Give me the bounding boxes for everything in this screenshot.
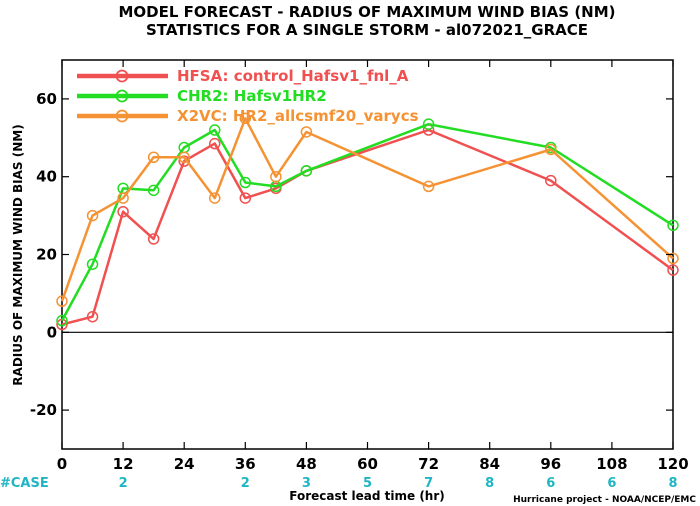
case-count: 8	[485, 476, 494, 491]
data-point	[300, 126, 313, 138]
chart-subtitle: STATISTICS FOR A SINGLE STORM - al072021…	[146, 21, 588, 39]
x-tick-label: 72	[418, 455, 439, 473]
case-count: 2	[241, 476, 250, 491]
series-2	[56, 112, 679, 307]
x-tick-label: 120	[657, 455, 688, 473]
legend-swatch-marker	[115, 69, 129, 83]
data-point	[147, 233, 160, 245]
case-count: 7	[424, 476, 433, 491]
case-count: 5	[363, 476, 372, 491]
data-point	[147, 184, 160, 197]
series-0	[56, 124, 679, 331]
data-point	[209, 137, 221, 150]
series-line	[60, 122, 674, 322]
x-tick-label: 36	[235, 455, 256, 473]
data-point	[56, 314, 68, 327]
data-point	[239, 176, 252, 189]
data-point	[239, 192, 252, 204]
data-point	[300, 165, 313, 177]
case-count: 2	[119, 476, 128, 491]
data-point	[209, 192, 221, 204]
credit-text: Hurricane project - NOAA/NCEP/EMC	[513, 495, 696, 505]
series-line	[61, 128, 674, 326]
legend-swatch-marker	[115, 89, 129, 103]
y-tick-label: 40	[36, 168, 57, 186]
data-point	[545, 143, 557, 156]
data-point	[209, 124, 221, 136]
data-point	[270, 170, 282, 183]
data-point	[56, 295, 68, 307]
legend: HFSA: control_Hafsv1_fnl_A CHR2: Hafsv1HR…	[77, 67, 419, 125]
x-axis-label: Forecast lead time (hr)	[289, 489, 445, 503]
case-row-label: #CASE	[0, 476, 49, 491]
x-tick-label: 108	[596, 455, 627, 473]
data-point	[117, 205, 129, 218]
data-point	[545, 174, 557, 187]
x-tick-label: 24	[174, 455, 195, 473]
data-point	[86, 310, 99, 323]
case-count: 6	[546, 476, 555, 491]
data-point	[86, 258, 99, 270]
case-counts: #CASE 2 2 3 5 7 8 6 6 8	[0, 476, 678, 491]
legend-item: HFSA: control_Hafsv1_fnl_A	[77, 67, 409, 85]
data-point	[422, 180, 435, 193]
y-axis-ticks: -20 0 20 40 60	[30, 90, 673, 419]
legend-swatch-marker	[115, 109, 129, 123]
data-point	[667, 264, 679, 276]
legend-item: CHR2: Hafsv1HR2	[77, 87, 327, 105]
data-point	[117, 192, 129, 204]
case-count: 8	[668, 476, 677, 491]
y-axis-label: RADIUS OF MAXIMUM WIND BIAS (NM)	[11, 124, 25, 385]
data-point	[422, 118, 435, 130]
x-tick-label: 84	[479, 455, 500, 473]
data-point	[147, 151, 160, 163]
case-count: 3	[302, 476, 311, 491]
chart-title: MODEL FORECAST - RADIUS OF MAXIMUM WIND …	[118, 3, 615, 21]
legend-label: HFSA: control_Hafsv1_fnl_A	[177, 67, 409, 85]
data-point	[178, 151, 190, 163]
data-point	[667, 219, 679, 232]
y-tick-label: -20	[30, 401, 57, 419]
data-point	[86, 209, 99, 222]
x-tick-label: 0	[57, 455, 67, 473]
case-count: 6	[607, 476, 616, 491]
x-axis-ticks: 0 12 24 36 48 60 72 84 96 108 120	[57, 60, 689, 473]
y-tick-label: 0	[47, 323, 57, 341]
series-line	[60, 117, 674, 302]
series-layer	[56, 112, 679, 331]
y-tick-label: 20	[36, 246, 57, 264]
y-tick-label: 60	[36, 90, 57, 108]
legend-item: X2VC: HR2_allcsmf20_varycs	[77, 107, 419, 125]
x-tick-label: 48	[296, 455, 317, 473]
legend-label: X2VC: HR2_allcsmf20_varycs	[177, 107, 419, 125]
legend-label: CHR2: Hafsv1HR2	[177, 87, 327, 105]
x-tick-label: 12	[113, 455, 134, 473]
data-point	[667, 252, 679, 265]
x-tick-label: 96	[540, 455, 561, 473]
x-tick-label: 60	[357, 455, 378, 473]
data-point	[239, 112, 252, 125]
